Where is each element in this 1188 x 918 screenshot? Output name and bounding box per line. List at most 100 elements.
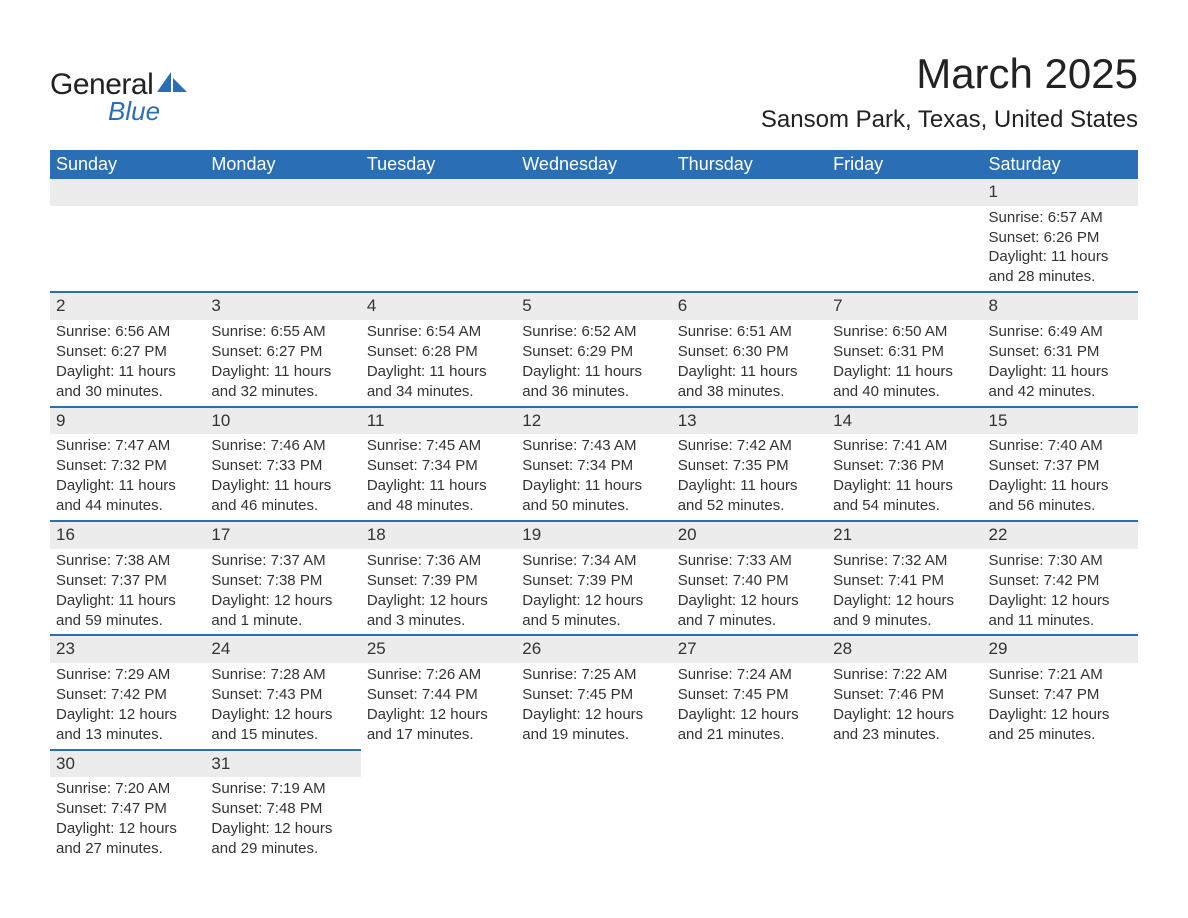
day-sunrise: Sunrise: 7:36 AM (367, 551, 510, 571)
day-day1: Daylight: 12 hours (989, 705, 1132, 725)
day-sunrise: Sunrise: 6:52 AM (522, 322, 665, 342)
day-number-cell: 6 (672, 292, 827, 320)
title-block: March 2025 Sansom Park, Texas, United St… (761, 50, 1138, 134)
logo-text-blue: Blue (108, 96, 160, 127)
day-sunset: Sunset: 7:45 PM (678, 685, 821, 705)
day-number-cell: 29 (983, 635, 1138, 663)
day-day1: Daylight: 11 hours (56, 591, 199, 611)
day-number-cell: 4 (361, 292, 516, 320)
day-detail-cell: Sunrise: 7:20 AMSunset: 7:47 PMDaylight:… (50, 777, 205, 863)
day-sunset: Sunset: 7:42 PM (989, 571, 1132, 591)
day-number-cell (361, 179, 516, 206)
day-detail-cell: Sunrise: 7:43 AMSunset: 7:34 PMDaylight:… (516, 434, 671, 521)
day-day2: and 56 minutes. (989, 496, 1132, 516)
day-number-cell: 23 (50, 635, 205, 663)
day-day2: and 21 minutes. (678, 725, 821, 745)
day-number-cell (516, 179, 671, 206)
day-number-cell: 13 (672, 407, 827, 435)
day-sunrise: Sunrise: 7:28 AM (211, 665, 354, 685)
day-day2: and 46 minutes. (211, 496, 354, 516)
location-title: Sansom Park, Texas, United States (761, 106, 1138, 134)
day-number-cell: 14 (827, 407, 982, 435)
day-number-cell (672, 179, 827, 206)
day-day1: Daylight: 12 hours (367, 591, 510, 611)
day-sunrise: Sunrise: 6:50 AM (833, 322, 976, 342)
day-detail-cell: Sunrise: 7:38 AMSunset: 7:37 PMDaylight:… (50, 549, 205, 636)
header-row: General Blue March 2025 Sansom Park, Tex… (50, 50, 1138, 134)
day-number-cell: 15 (983, 407, 1138, 435)
day-sunset: Sunset: 7:38 PM (211, 571, 354, 591)
day-detail-cell: Sunrise: 7:36 AMSunset: 7:39 PMDaylight:… (361, 549, 516, 636)
day-day1: Daylight: 11 hours (989, 362, 1132, 382)
day-day1: Daylight: 12 hours (833, 705, 976, 725)
day-sunset: Sunset: 7:33 PM (211, 456, 354, 476)
day-detail-cell (672, 206, 827, 293)
day-day1: Daylight: 12 hours (56, 819, 199, 839)
day-sunset: Sunset: 7:35 PM (678, 456, 821, 476)
day-sunset: Sunset: 6:27 PM (211, 342, 354, 362)
day-number-cell: 28 (827, 635, 982, 663)
day-sunset: Sunset: 6:31 PM (989, 342, 1132, 362)
day-day1: Daylight: 11 hours (211, 476, 354, 496)
day-detail-cell: Sunrise: 6:57 AMSunset: 6:26 PMDaylight:… (983, 206, 1138, 293)
day-sunrise: Sunrise: 7:21 AM (989, 665, 1132, 685)
day-detail-cell: Sunrise: 7:34 AMSunset: 7:39 PMDaylight:… (516, 549, 671, 636)
day-sunset: Sunset: 7:47 PM (56, 799, 199, 819)
day-sunrise: Sunrise: 6:54 AM (367, 322, 510, 342)
day-day2: and 9 minutes. (833, 611, 976, 631)
day-number-row: 2345678 (50, 292, 1138, 320)
weekday-header: Wednesday (516, 150, 671, 179)
day-detail-cell: Sunrise: 6:56 AMSunset: 6:27 PMDaylight:… (50, 320, 205, 407)
day-detail-cell: Sunrise: 6:54 AMSunset: 6:28 PMDaylight:… (361, 320, 516, 407)
day-day1: Daylight: 11 hours (522, 476, 665, 496)
day-day1: Daylight: 12 hours (678, 591, 821, 611)
day-detail-row: Sunrise: 6:56 AMSunset: 6:27 PMDaylight:… (50, 320, 1138, 407)
day-detail-cell (205, 206, 360, 293)
day-number-cell: 25 (361, 635, 516, 663)
logo: General Blue (50, 68, 187, 127)
day-sunrise: Sunrise: 6:57 AM (989, 208, 1132, 228)
day-sunrise: Sunrise: 7:19 AM (211, 779, 354, 799)
day-sunrise: Sunrise: 7:34 AM (522, 551, 665, 571)
day-day2: and 28 minutes. (989, 267, 1132, 287)
day-sunrise: Sunrise: 7:45 AM (367, 436, 510, 456)
day-day2: and 54 minutes. (833, 496, 976, 516)
day-detail-cell: Sunrise: 7:33 AMSunset: 7:40 PMDaylight:… (672, 549, 827, 636)
day-day2: and 34 minutes. (367, 382, 510, 402)
day-day1: Daylight: 12 hours (211, 819, 354, 839)
day-day2: and 50 minutes. (522, 496, 665, 516)
day-detail-cell: Sunrise: 6:49 AMSunset: 6:31 PMDaylight:… (983, 320, 1138, 407)
day-number-cell: 8 (983, 292, 1138, 320)
day-detail-cell: Sunrise: 6:50 AMSunset: 6:31 PMDaylight:… (827, 320, 982, 407)
calendar-table: Sunday Monday Tuesday Wednesday Thursday… (50, 150, 1138, 863)
day-number-cell (516, 750, 671, 778)
day-sunset: Sunset: 7:40 PM (678, 571, 821, 591)
day-number-cell: 22 (983, 521, 1138, 549)
day-day2: and 59 minutes. (56, 611, 199, 631)
day-sunset: Sunset: 7:34 PM (367, 456, 510, 476)
day-day2: and 13 minutes. (56, 725, 199, 745)
day-sunrise: Sunrise: 7:29 AM (56, 665, 199, 685)
day-sunrise: Sunrise: 7:47 AM (56, 436, 199, 456)
day-number-cell: 19 (516, 521, 671, 549)
day-detail-cell: Sunrise: 6:51 AMSunset: 6:30 PMDaylight:… (672, 320, 827, 407)
day-detail-cell: Sunrise: 7:41 AMSunset: 7:36 PMDaylight:… (827, 434, 982, 521)
day-day2: and 25 minutes. (989, 725, 1132, 745)
day-day2: and 19 minutes. (522, 725, 665, 745)
day-day2: and 17 minutes. (367, 725, 510, 745)
day-number-cell: 26 (516, 635, 671, 663)
day-sunrise: Sunrise: 6:55 AM (211, 322, 354, 342)
day-day1: Daylight: 11 hours (833, 362, 976, 382)
day-sunset: Sunset: 7:39 PM (367, 571, 510, 591)
day-number-cell: 11 (361, 407, 516, 435)
weekday-header: Friday (827, 150, 982, 179)
day-detail-row: Sunrise: 7:20 AMSunset: 7:47 PMDaylight:… (50, 777, 1138, 863)
day-detail-cell: Sunrise: 7:24 AMSunset: 7:45 PMDaylight:… (672, 663, 827, 750)
day-sunset: Sunset: 7:45 PM (522, 685, 665, 705)
day-detail-row: Sunrise: 7:47 AMSunset: 7:32 PMDaylight:… (50, 434, 1138, 521)
day-day2: and 3 minutes. (367, 611, 510, 631)
day-day2: and 52 minutes. (678, 496, 821, 516)
weekday-header: Sunday (50, 150, 205, 179)
day-sunrise: Sunrise: 7:24 AM (678, 665, 821, 685)
day-sunrise: Sunrise: 7:25 AM (522, 665, 665, 685)
